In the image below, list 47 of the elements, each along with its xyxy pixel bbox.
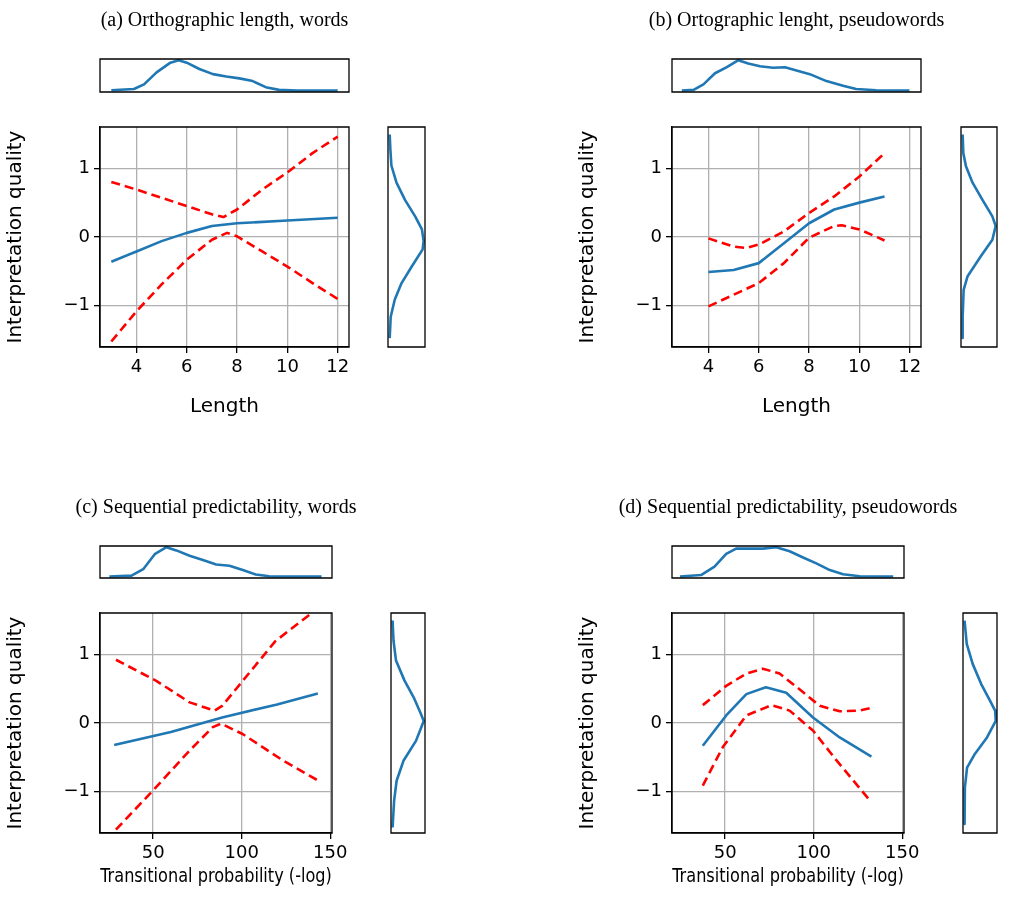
x-tick-label: 150 bbox=[885, 841, 920, 863]
x-tick-label: 4 bbox=[702, 355, 715, 377]
x-tick-label: 50 bbox=[713, 841, 737, 863]
line-series bbox=[701, 667, 873, 713]
x-tick-label: 100 bbox=[224, 841, 259, 863]
x-tick-label: 100 bbox=[796, 841, 831, 863]
x-tick-label: 10 bbox=[847, 355, 871, 377]
y-axis-title: Interpretation quality bbox=[574, 616, 599, 830]
x-tick-label: 50 bbox=[141, 841, 165, 863]
y-axis-title: Interpretation quality bbox=[2, 616, 27, 830]
x-tick-label: 4 bbox=[130, 355, 143, 377]
chart-title: (b) Ortographic lenght, pseudowords bbox=[648, 8, 945, 32]
chart-title: (d) Sequential predictability, pseudowords bbox=[618, 495, 958, 519]
x-tick-label: 8 bbox=[803, 355, 815, 377]
y-tick-label: 0 bbox=[650, 710, 662, 732]
line-series bbox=[110, 231, 339, 343]
chart-title: (c) Sequential predictability, words bbox=[75, 495, 357, 519]
y-tick-label: 0 bbox=[78, 224, 90, 246]
x-tick-label: 150 bbox=[313, 841, 348, 863]
y-tick-label: 1 bbox=[78, 155, 90, 177]
x-tick-label: 6 bbox=[181, 355, 193, 377]
x-tick-label: 12 bbox=[326, 355, 350, 377]
line-series bbox=[114, 722, 319, 831]
y-tick-label: −1 bbox=[635, 779, 662, 801]
line-series bbox=[110, 135, 339, 219]
y-axis-title: Interpretation quality bbox=[574, 130, 599, 344]
x-tick-label: 10 bbox=[275, 355, 299, 377]
y-tick-label: −1 bbox=[63, 779, 90, 801]
y-tick-label: 0 bbox=[78, 710, 90, 732]
y-axis-title: Interpretation quality bbox=[2, 130, 27, 344]
x-axis-title: Transitional probability (-log) bbox=[671, 863, 904, 887]
x-tick-label: 8 bbox=[231, 355, 243, 377]
y-tick-label: 1 bbox=[650, 641, 662, 663]
y-tick-label: 1 bbox=[78, 641, 90, 663]
x-axis-title: Length bbox=[762, 393, 831, 418]
y-tick-label: 1 bbox=[650, 155, 662, 177]
line-series bbox=[707, 224, 886, 308]
y-tick-label: −1 bbox=[635, 293, 662, 315]
y-tick-label: −1 bbox=[63, 293, 90, 315]
y-tick-label: 0 bbox=[650, 224, 662, 246]
x-tick-label: 6 bbox=[753, 355, 765, 377]
chart-title: (a) Orthographic length, words bbox=[100, 8, 349, 32]
line-series bbox=[701, 703, 871, 802]
x-axis-title: Transitional probability (-log) bbox=[99, 863, 332, 887]
x-axis-title: Length bbox=[190, 393, 259, 418]
x-tick-label: 12 bbox=[898, 355, 922, 377]
line-series bbox=[114, 613, 313, 712]
